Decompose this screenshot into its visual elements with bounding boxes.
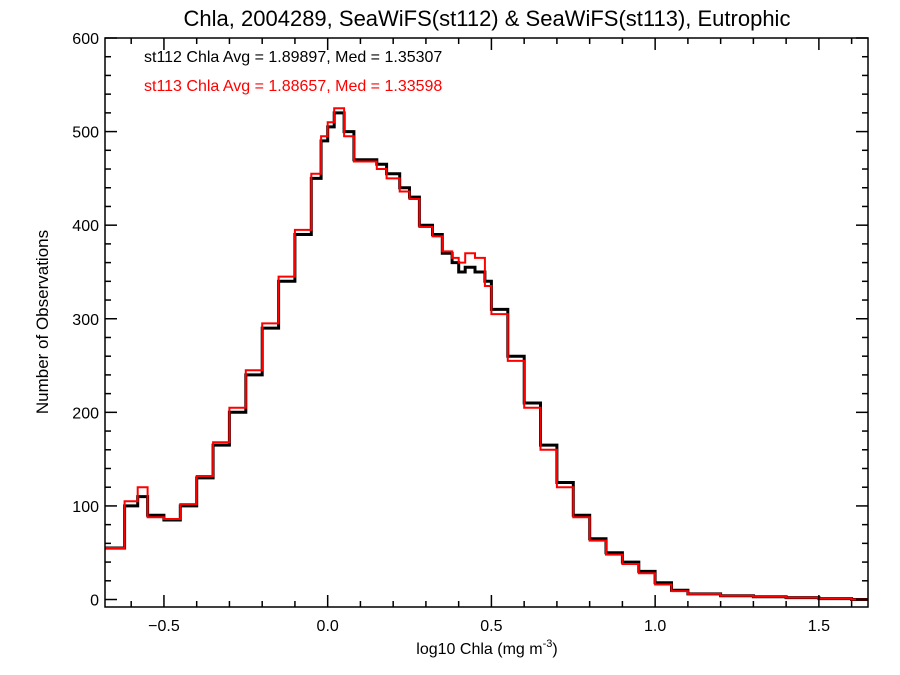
x-axis-label-main: log10 Chla (mg m <box>416 641 542 658</box>
series-layer <box>105 107 868 601</box>
series-line-st113 <box>105 107 868 601</box>
y-axis-label: Number of Observations <box>33 230 52 414</box>
stats-line-st113: st113 Chla Avg = 1.88657, Med = 1.33598 <box>144 78 442 95</box>
y-tick-label: 600 <box>72 31 99 48</box>
stats-line-st112: st112 Chla Avg = 1.89897, Med = 1.35307 <box>144 49 442 66</box>
y-tick-label: 0 <box>90 593 99 610</box>
series-line-st112 <box>105 111 868 601</box>
x-axis-label-superscript: -3 <box>543 638 553 650</box>
x-tick-label: 1.0 <box>644 618 666 635</box>
chart-title: Chla, 2004289, SeaWiFS(st112) & SeaWiFS(… <box>184 6 791 31</box>
x-tick-label: −0.5 <box>148 618 180 635</box>
axes-layer: −0.5 0.0 0.5 1.0 1.5 0 100 200 300 400 500 600 <box>72 31 868 635</box>
x-tick-label: 0.0 <box>317 618 339 635</box>
plot-frame <box>104 37 869 608</box>
x-tick-label: 0.5 <box>480 618 502 635</box>
y-tick-label: 500 <box>72 125 99 142</box>
x-axis-label: log10 Chla (mg m-3) <box>416 638 557 658</box>
y-tick-label: 200 <box>72 405 99 422</box>
y-tick-label: 100 <box>72 499 99 516</box>
y-tick-label: 400 <box>72 218 99 235</box>
x-tick-label: 1.5 <box>808 618 830 635</box>
x-axis-label-close: ) <box>552 641 557 658</box>
y-tick-label: 300 <box>72 312 99 329</box>
